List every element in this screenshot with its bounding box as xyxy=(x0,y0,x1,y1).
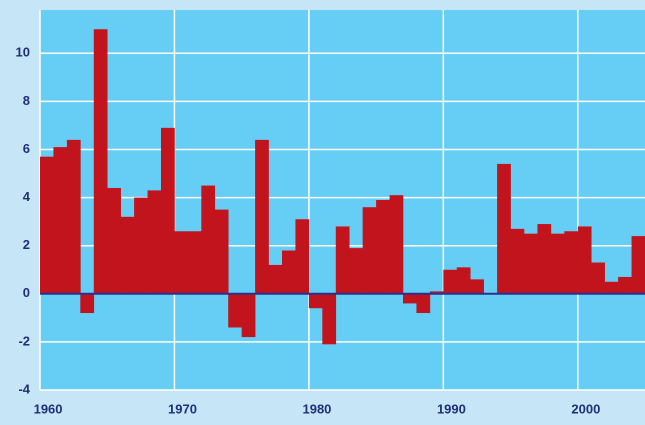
bar xyxy=(335,226,350,294)
x-tick-label: 1970 xyxy=(168,401,197,416)
y-tick-label: 2 xyxy=(23,237,30,252)
x-tick-label: 1980 xyxy=(302,401,331,416)
y-tick-label: -2 xyxy=(18,333,30,348)
y-tick-label: 6 xyxy=(23,141,30,156)
bar xyxy=(470,279,484,294)
bar xyxy=(604,281,619,294)
bar xyxy=(349,248,363,294)
bar xyxy=(537,224,552,294)
bar xyxy=(550,233,565,294)
bar xyxy=(147,190,162,294)
bar xyxy=(241,293,256,338)
bar xyxy=(295,219,310,294)
bar xyxy=(389,195,404,294)
bar xyxy=(618,276,632,294)
bar xyxy=(577,226,592,294)
bar xyxy=(255,139,269,294)
bar xyxy=(120,216,135,294)
bar xyxy=(268,264,283,294)
bar xyxy=(214,209,229,294)
y-tick-label: 4 xyxy=(23,189,31,204)
bar xyxy=(308,293,323,309)
bar xyxy=(66,139,81,294)
y-tick-label: 8 xyxy=(23,93,30,108)
bar xyxy=(161,127,175,294)
bar xyxy=(201,185,216,294)
bar xyxy=(429,291,444,294)
bar xyxy=(228,293,242,328)
bar xyxy=(497,163,511,294)
bar xyxy=(282,250,296,294)
x-tick-label: 2000 xyxy=(571,401,600,416)
bar xyxy=(443,269,458,294)
bar xyxy=(93,29,108,294)
bar xyxy=(376,200,390,294)
bar xyxy=(524,233,538,294)
bar xyxy=(510,228,525,294)
bar xyxy=(631,236,645,294)
bar xyxy=(403,293,417,304)
plot-area xyxy=(40,10,645,390)
bar xyxy=(187,231,202,294)
bar xyxy=(40,156,54,294)
y-tick-label: 10 xyxy=(16,45,30,60)
bar xyxy=(174,231,189,294)
x-tick-label: 1960 xyxy=(34,401,63,416)
x-tick-label: 1990 xyxy=(437,401,466,416)
bar xyxy=(456,267,471,294)
bar xyxy=(80,293,95,314)
bar xyxy=(416,293,431,314)
bar xyxy=(564,231,579,294)
bar xyxy=(591,262,605,294)
bar xyxy=(53,147,68,294)
bar xyxy=(362,207,377,294)
y-tick-label: -4 xyxy=(18,381,30,396)
y-tick-label: 0 xyxy=(23,285,30,300)
bar xyxy=(134,197,148,294)
bar xyxy=(107,187,121,294)
bar xyxy=(322,293,337,345)
